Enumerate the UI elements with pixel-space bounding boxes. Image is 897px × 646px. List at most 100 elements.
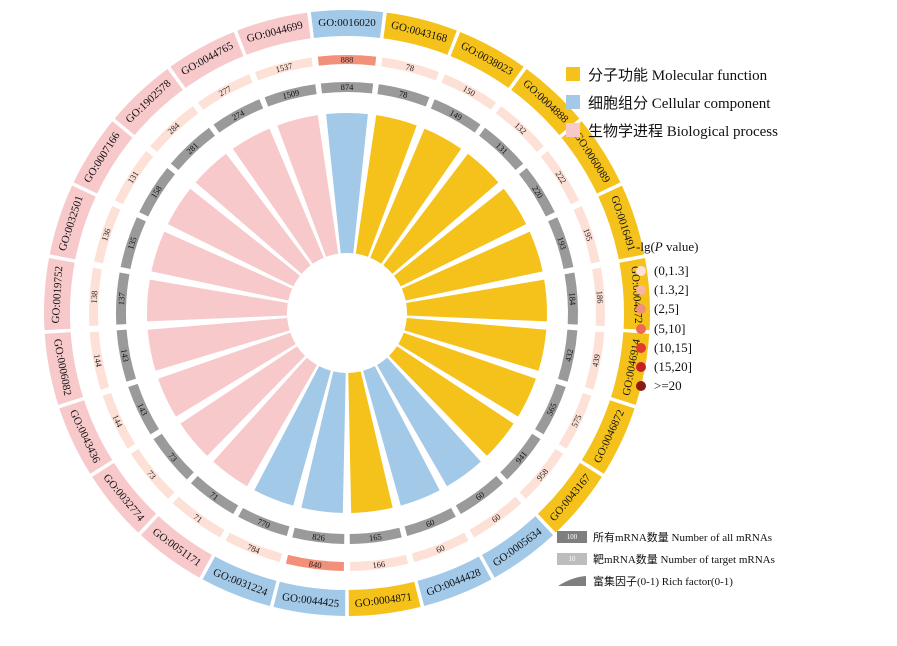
p-value-dot: [636, 362, 646, 373]
term-arc: [49, 185, 96, 260]
rich-factor-wedge: [363, 366, 440, 506]
target-count-box: [317, 54, 377, 66]
all-count-label: 165: [368, 531, 382, 543]
category-label: 分子功能 Molecular function: [588, 67, 768, 84]
term-arc: [114, 68, 183, 136]
ring-legend-swatch: [558, 576, 586, 586]
ring-legend-swatch: 10: [557, 553, 587, 565]
rich-factor-wedge: [406, 279, 548, 322]
all-count-box: [213, 99, 264, 133]
rich-factor-wedge: [301, 371, 346, 513]
rich-factor-wedge: [195, 153, 311, 274]
ring-legend-item: 100 所有mRNA数量 Number of all mRNAs: [557, 526, 775, 548]
all-count-box: [404, 507, 456, 537]
rich-factor-wedge: [147, 318, 290, 371]
target-count-label: 439: [590, 353, 602, 367]
term-arc: [481, 516, 554, 578]
all-count-box: [139, 167, 176, 217]
rich-factor-wedge: [277, 115, 339, 257]
target-count-box: [150, 106, 199, 152]
rich-factor-wedge: [213, 357, 317, 487]
rich-factor-wedge: [167, 188, 300, 287]
ring-legend-swatch: 100: [557, 531, 587, 543]
target-count-box: [584, 331, 605, 390]
p-value-dot: [636, 265, 646, 276]
target-count-label: 575: [569, 413, 583, 429]
target-count-box: [411, 532, 469, 563]
target-count-box: [469, 496, 522, 538]
all-count-label: 135: [125, 236, 138, 251]
term-arc: [237, 12, 311, 55]
rich-factor-wedge: [388, 346, 514, 456]
rich-factor-wedge: [146, 279, 288, 322]
term-arc: [598, 185, 645, 260]
ring-legend-item: 10 靶mRNA数量 Number of target mRNAs: [557, 548, 775, 570]
category-swatch: [566, 67, 580, 81]
p-value-range-label: (10,15]: [654, 339, 692, 355]
target-count-label: 166: [372, 559, 386, 571]
target-count-box: [102, 392, 136, 449]
category-legend-item: 细胞组分 Cellular component: [566, 88, 778, 116]
target-count-label: 784: [246, 542, 262, 556]
all-count-box: [479, 127, 524, 171]
target-count-label: 78: [405, 62, 416, 74]
target-count-box: [88, 267, 102, 327]
term-arc: [59, 400, 113, 474]
all-count-label: 826: [312, 531, 326, 543]
category-swatch: [566, 123, 580, 137]
target-count-box: [558, 392, 592, 449]
p-value-legend-item: (1.3,2]: [636, 280, 698, 299]
p-value-dot: [636, 342, 646, 353]
target-count-box: [254, 57, 313, 81]
all-count-label: 60: [424, 517, 436, 529]
p-value-legend-title: -lg(P value): [636, 239, 699, 254]
p-value-legend-item: (10,15]: [636, 338, 698, 357]
rich-factor-wedge: [348, 371, 393, 513]
all-count-label: 143: [119, 348, 131, 362]
all-count-label: 432: [563, 348, 575, 362]
target-count-box: [130, 448, 175, 499]
target-count-label: 144: [92, 353, 104, 368]
target-count-box: [381, 57, 440, 81]
p-value-dot: [636, 381, 646, 392]
term-id-label: GO:0016020: [318, 17, 376, 29]
all-count-box: [120, 217, 146, 269]
target-count-box: [540, 150, 580, 205]
term-arc: [170, 31, 244, 88]
all-count-box: [264, 84, 317, 107]
target-count-label: 60: [435, 542, 447, 554]
target-count-box: [592, 267, 605, 327]
rich-factor-wedge: [232, 128, 324, 264]
all-count-box: [115, 272, 130, 325]
target-count-box: [285, 554, 344, 571]
target-count-box: [350, 554, 409, 571]
p-value-legend-item: (0,1.3]: [636, 261, 698, 280]
all-count-label: 874: [341, 82, 355, 92]
target-count-label: 840: [308, 559, 322, 571]
target-count-label: 186: [595, 290, 606, 303]
term-arc: [202, 556, 277, 607]
rich-factor-wedge: [355, 115, 417, 257]
all-count-box: [455, 475, 504, 515]
term-arc: [383, 12, 457, 55]
term-arc: [44, 332, 84, 405]
target-count-box: [495, 106, 544, 152]
all-count-box: [349, 527, 402, 544]
all-count-label: 137: [116, 292, 127, 305]
all-count-box: [500, 433, 541, 480]
target-count-box: [573, 206, 600, 264]
term-arc: [417, 556, 492, 607]
target-count-box: [89, 331, 110, 390]
category-legend: 分子功能 Molecular function 细胞组分 Cellular com…: [566, 60, 778, 144]
all-count-label: 1509: [281, 87, 300, 101]
category-swatch: [566, 95, 580, 109]
all-count-box: [292, 527, 345, 544]
all-count-label: 565: [544, 401, 558, 417]
all-count-box: [190, 475, 239, 515]
target-count-box: [114, 150, 154, 205]
category-legend-item: 分子功能 Molecular function: [566, 60, 778, 88]
p-value-range-label: (5,10]: [654, 320, 686, 336]
p-value-legend-item: (5,10]: [636, 319, 698, 338]
all-count-box: [564, 272, 578, 325]
term-arc: [348, 581, 421, 616]
